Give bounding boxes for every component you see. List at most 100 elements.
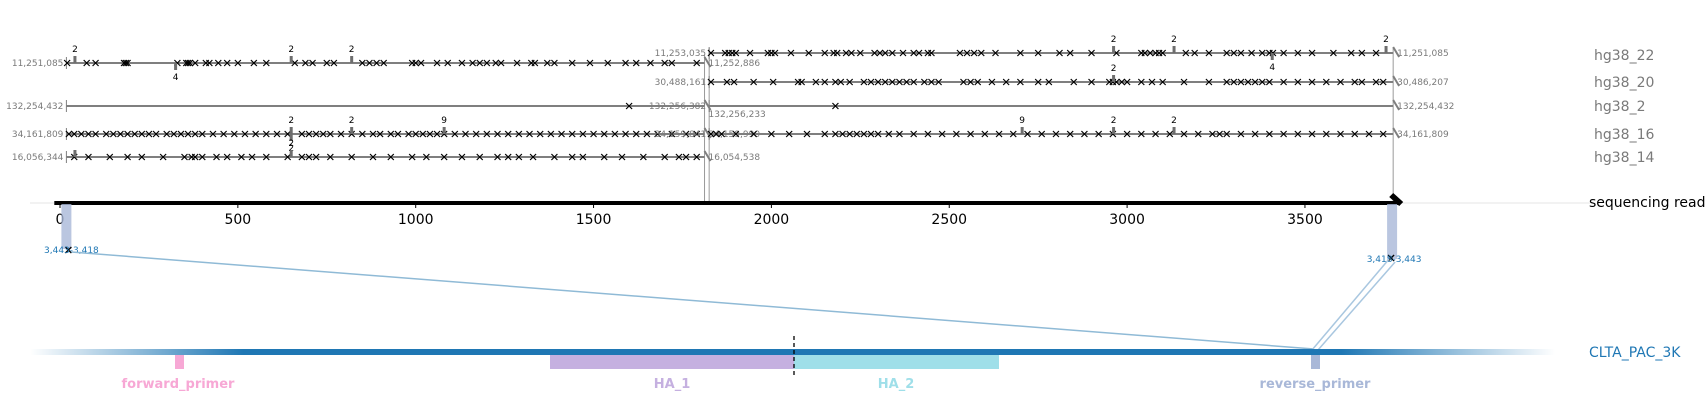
mismatch-mark bbox=[77, 130, 85, 138]
insertion-length-label: 2 bbox=[1171, 116, 1177, 126]
mismatch-mark bbox=[1265, 130, 1273, 138]
insertion-length-label: 9 bbox=[441, 116, 447, 126]
mismatch-mark bbox=[1141, 49, 1149, 57]
insertion-length-label: 9 bbox=[1019, 116, 1025, 126]
mismatch-mark bbox=[798, 78, 806, 86]
mismatch-mark bbox=[476, 153, 484, 161]
reference-end-coordinate: 34,161,809 bbox=[1397, 130, 1449, 140]
mismatch-mark bbox=[152, 130, 160, 138]
mismatch-mark bbox=[874, 78, 882, 86]
mismatch-mark bbox=[273, 130, 281, 138]
mismatch-mark bbox=[746, 49, 754, 57]
mismatch-mark bbox=[785, 130, 793, 138]
x-axis-tick-label: 3000 bbox=[1109, 212, 1145, 228]
mismatch-mark bbox=[967, 130, 975, 138]
mismatch-mark bbox=[63, 59, 71, 67]
mismatch-mark bbox=[707, 49, 715, 57]
mismatch-mark bbox=[1182, 49, 1190, 57]
mismatch-mark bbox=[1337, 130, 1344, 138]
mismatch-mark bbox=[1265, 78, 1273, 86]
mismatch-mark bbox=[935, 78, 943, 86]
x-axis-tick-label: 2500 bbox=[931, 212, 967, 228]
mismatch-mark bbox=[145, 130, 153, 138]
mismatch-mark bbox=[85, 153, 92, 161]
reference-end-coordinate: 30,486,207 bbox=[1397, 78, 1449, 88]
insertion-length-label: 2 bbox=[288, 144, 294, 154]
mismatch-mark bbox=[867, 130, 875, 138]
mismatch-mark bbox=[1024, 130, 1031, 138]
left-junction-bar bbox=[61, 204, 72, 249]
mismatch-mark bbox=[568, 59, 576, 67]
mismatch-mark bbox=[124, 153, 132, 161]
mismatch-mark bbox=[899, 49, 907, 57]
mismatch-mark bbox=[1066, 130, 1074, 138]
mismatch-mark bbox=[181, 153, 188, 161]
mismatch-mark bbox=[1248, 49, 1256, 57]
insertion-length-label: 2 bbox=[1383, 35, 1389, 45]
read-target-connections: 3,443-3,418 3,418-3,443 bbox=[44, 204, 1422, 351]
mismatch-mark bbox=[1088, 78, 1095, 86]
mismatch-mark bbox=[856, 49, 864, 57]
mismatch-mark bbox=[513, 59, 521, 67]
mismatch-mark bbox=[1148, 78, 1156, 86]
mismatch-mark bbox=[1095, 130, 1103, 138]
right-junction-label: 3,418-3,443 bbox=[1367, 255, 1422, 265]
mismatch-mark bbox=[262, 130, 270, 138]
mismatch-mark bbox=[846, 130, 854, 138]
target-feature-label: reverse_primer bbox=[1260, 377, 1372, 392]
mismatch-mark bbox=[1372, 78, 1380, 86]
mismatch-mark bbox=[252, 130, 260, 138]
mismatch-mark bbox=[380, 59, 388, 67]
mismatch-mark bbox=[1016, 49, 1024, 57]
mismatch-mark bbox=[462, 130, 469, 138]
target-feature-region bbox=[1311, 355, 1320, 369]
read-arrowhead bbox=[1389, 193, 1404, 206]
mismatch-mark bbox=[209, 130, 217, 138]
mismatch-mark bbox=[1322, 130, 1330, 138]
segment-end-tick bbox=[1392, 99, 1401, 111]
mismatch-mark bbox=[494, 130, 501, 138]
target-label: CLTA_PAC_3K bbox=[1589, 345, 1681, 361]
mismatch-mark bbox=[896, 130, 903, 138]
mismatch-mark bbox=[803, 130, 811, 138]
x-axis-tick-label: 0 bbox=[56, 212, 65, 228]
mismatch-mark bbox=[977, 49, 985, 57]
alignment-row-label: hg38_2 bbox=[1594, 99, 1645, 115]
mismatch-mark bbox=[305, 130, 313, 138]
mismatch-mark bbox=[590, 130, 597, 138]
insertion-length-label: 2 bbox=[288, 139, 294, 149]
mismatch-mark bbox=[1123, 130, 1131, 138]
mismatch-mark bbox=[1034, 78, 1042, 86]
mismatch-mark bbox=[358, 59, 366, 67]
mismatch-mark bbox=[241, 130, 249, 138]
segment-end-tick bbox=[1392, 46, 1401, 58]
mismatch-mark bbox=[767, 130, 775, 138]
left-connection-line bbox=[71, 251, 1315, 350]
mismatch-mark bbox=[732, 130, 740, 138]
mismatch-mark bbox=[647, 59, 654, 67]
mismatch-mark bbox=[326, 130, 334, 138]
mismatch-mark bbox=[842, 49, 850, 57]
reference-end-coordinate: 132,256,233 bbox=[709, 110, 766, 120]
mismatch-mark bbox=[750, 78, 758, 86]
mismatch-mark bbox=[988, 78, 996, 86]
mismatch-mark bbox=[625, 102, 633, 110]
mismatch-mark bbox=[821, 78, 829, 86]
mismatch-mark bbox=[422, 153, 430, 161]
mismatch-mark bbox=[472, 130, 480, 138]
mismatch-mark bbox=[492, 59, 500, 67]
mismatch-mark bbox=[639, 153, 647, 161]
mismatch-mark bbox=[444, 59, 452, 67]
mismatch-mark bbox=[312, 130, 320, 138]
mismatch-mark bbox=[1045, 78, 1053, 86]
right-junction-bar bbox=[1387, 204, 1398, 259]
mismatch-mark bbox=[1137, 130, 1145, 138]
mismatch-mark bbox=[387, 153, 395, 161]
mismatch-mark bbox=[707, 78, 715, 86]
insertion-length-label: 4 bbox=[173, 73, 179, 83]
mismatch-mark bbox=[262, 153, 270, 161]
mismatch-mark bbox=[874, 130, 882, 138]
mismatch-mark bbox=[1080, 130, 1088, 138]
mismatch-mark bbox=[1070, 78, 1078, 86]
mismatch-mark bbox=[319, 130, 327, 138]
